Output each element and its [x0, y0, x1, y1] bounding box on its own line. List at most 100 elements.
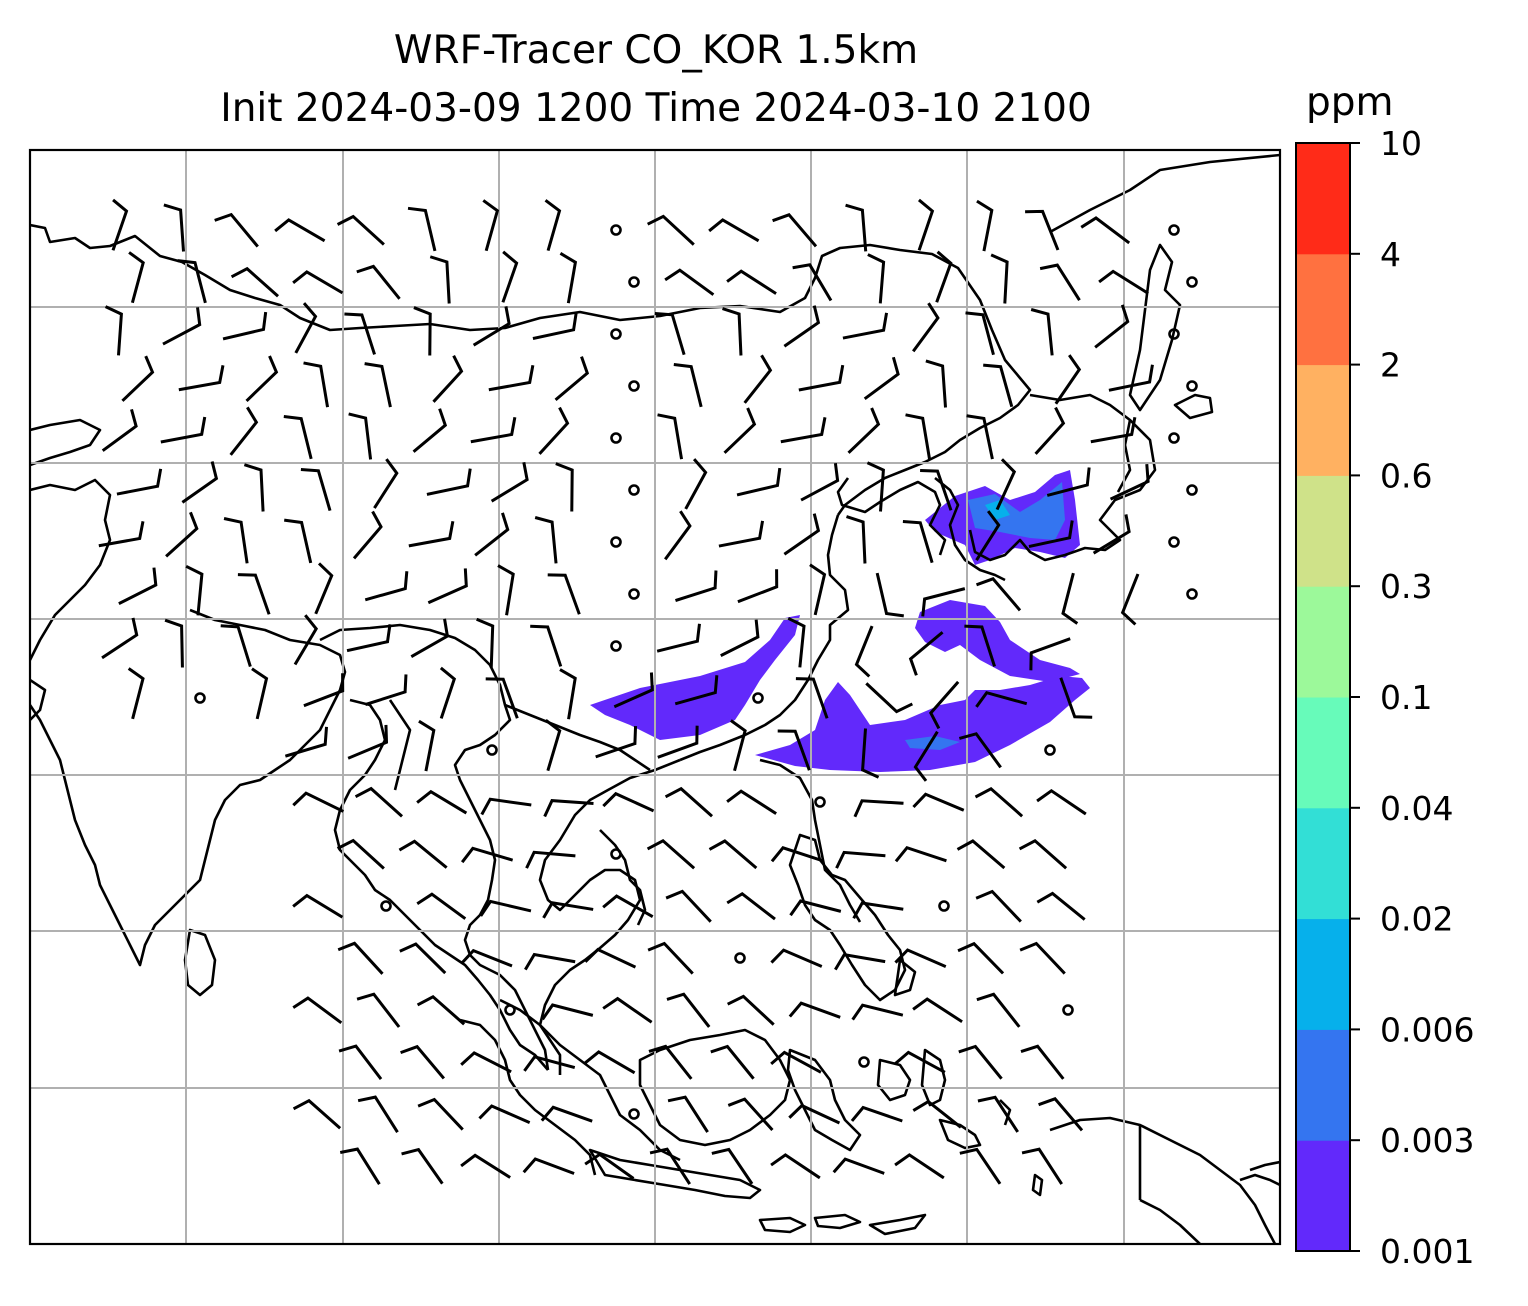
calm-wind-circle [610, 224, 622, 236]
calm-wind-circle [628, 588, 640, 600]
wind-barb [230, 266, 280, 298]
wind-barb [726, 994, 775, 1026]
calm-wind-circle [504, 1004, 516, 1016]
wind-barb [959, 1147, 1002, 1185]
wind-barb [292, 791, 345, 813]
wind-barb [346, 624, 392, 653]
wind-barb [540, 1105, 593, 1123]
colorbar-tick-label: 2 [1380, 346, 1401, 385]
wind-barb [789, 899, 842, 917]
wind-barb [490, 462, 529, 503]
wind-barb [908, 631, 944, 676]
wind-barb [920, 468, 953, 511]
wind-barb [912, 792, 965, 812]
wind-barb [770, 948, 823, 968]
wind-barb [647, 941, 694, 975]
wind-barb [798, 364, 845, 392]
wind-barb [101, 408, 138, 452]
wind-barb [364, 362, 392, 408]
wind-barb [339, 1147, 381, 1185]
wind-barb [429, 255, 451, 304]
wind-barb [478, 1104, 531, 1124]
graticule [30, 150, 1280, 1244]
wind-barb [975, 510, 1001, 561]
wind-barb [1059, 677, 1093, 719]
colorbar-segment [1296, 586, 1350, 698]
wind-barb [544, 718, 562, 772]
wind-barb [834, 952, 886, 971]
wind-barb [426, 468, 472, 496]
calm-wind-circle [938, 900, 950, 912]
wind-barb [357, 1095, 399, 1133]
wind-barb [976, 992, 1021, 1028]
plume-north-inner [968, 482, 1065, 540]
calm-wind-circle [1186, 588, 1198, 600]
wind-barb [846, 515, 867, 564]
wind-barb [851, 1003, 904, 1021]
calm-wind-circle [1168, 328, 1180, 340]
wind-barb [584, 1152, 635, 1180]
wind-barb [416, 789, 468, 815]
wind-barb [1054, 354, 1082, 405]
wind-barb [116, 468, 163, 496]
wind-barb [497, 564, 515, 616]
wind-barb [1098, 269, 1149, 295]
wind-barb [474, 512, 510, 557]
wind-barb [314, 562, 334, 615]
wind-barb [336, 838, 385, 870]
wind-barb [416, 994, 466, 1026]
wind-barb [723, 407, 757, 454]
wind-barb [664, 786, 714, 818]
colorbar: 0.001 0.003 0.006 0.02 0.04 0.1 0.3 0.6 2 4 10 [1295, 124, 1474, 1271]
wind-barb [845, 203, 868, 252]
wind-barb [788, 1001, 841, 1019]
wind-barb [1029, 637, 1071, 671]
wind-barb [913, 730, 939, 782]
wind-barb [894, 948, 947, 968]
calm-wind-circle [610, 328, 622, 340]
wind-barb [983, 363, 1014, 408]
wind-barb [293, 614, 319, 666]
plume-china-south [590, 615, 800, 740]
calm-wind-circle [194, 692, 206, 704]
wind-barb [337, 941, 384, 975]
colorbar-tick-label: 0.3 [1380, 567, 1432, 606]
colorbar-segment [1296, 1029, 1350, 1141]
calm-wind-circle [610, 432, 622, 444]
wind-barb [912, 1099, 962, 1129]
wind-barb [788, 1103, 841, 1125]
wind-barb [783, 305, 821, 348]
colorbar-tick-label: 0.003 [1380, 1121, 1474, 1160]
wind-barb [1021, 1147, 1063, 1185]
plume-korea-japan-band [755, 676, 1090, 772]
wind-barb [251, 667, 269, 720]
wind-barb [646, 838, 696, 870]
wind-barb [722, 307, 743, 356]
wind-barbs [98, 198, 1198, 1185]
calm-wind-circle [814, 796, 826, 808]
calm-wind-circle [486, 744, 498, 756]
wind-barb [718, 520, 765, 548]
wind-barb [460, 948, 513, 968]
calm-wind-circle [1186, 484, 1198, 496]
wind-barb [865, 682, 914, 714]
wind-barb [602, 894, 654, 918]
wind-barb [470, 416, 517, 444]
calm-wind-circle [1168, 536, 1180, 548]
wind-barb [283, 415, 313, 460]
wind-barb [726, 891, 776, 921]
wind-barb [772, 213, 818, 248]
wind-barb [162, 307, 202, 346]
colorbar-tick-label: 0.001 [1380, 1232, 1474, 1271]
colorbar-segment [1296, 1140, 1350, 1252]
wind-barb [894, 1153, 945, 1180]
wind-barb [925, 359, 948, 408]
wind-barb [284, 726, 329, 758]
map-title-line2: Init 2024-03-09 1200 Time 2024-03-10 210… [220, 86, 1092, 131]
wind-barb [401, 1147, 444, 1185]
calm-wind-circle [752, 692, 764, 704]
plume-north-core [985, 500, 1010, 520]
wind-barb [990, 253, 1009, 304]
wind-barb [770, 1153, 821, 1180]
wind-barb [975, 889, 1022, 923]
